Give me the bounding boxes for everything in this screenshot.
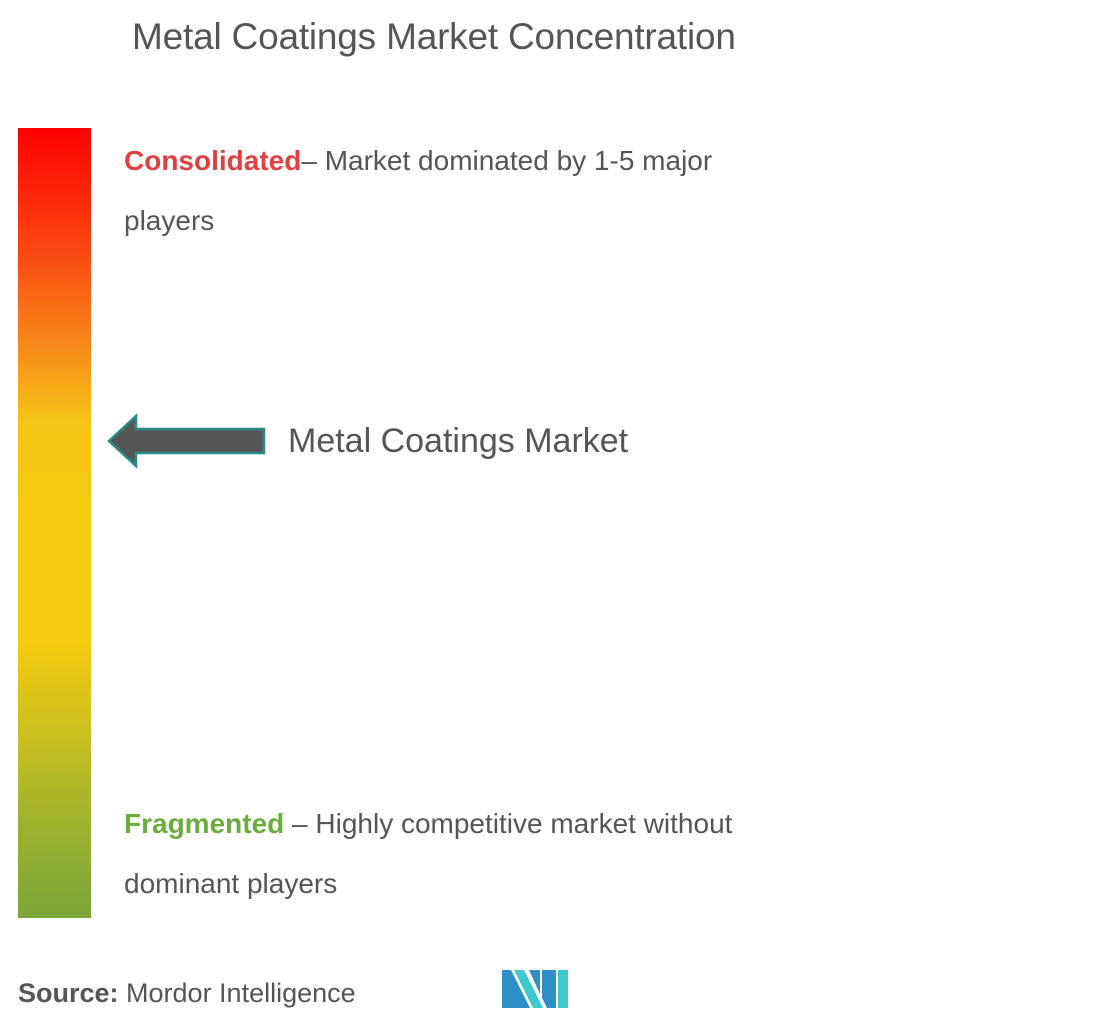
source-value: Mordor Intelligence <box>118 978 356 1008</box>
fragmented-keyword: Fragmented <box>124 808 285 839</box>
page-title: Metal Coatings Market Concentration <box>132 16 736 57</box>
mordor-intelligence-logo-icon <box>502 970 568 1008</box>
consolidated-description: Consolidated– Market dominated by 1-5 ma… <box>124 131 744 251</box>
source-credit: Source: Mordor Intelligence <box>18 978 356 1009</box>
consolidated-keyword: Consolidated <box>124 145 302 176</box>
market-position-label: Metal Coatings Market <box>288 422 629 460</box>
concentration-scale-bar <box>18 128 91 918</box>
consolidated-text: – Market dominated by 1-5 major players <box>124 145 713 236</box>
market-position-arrow-icon <box>107 413 266 469</box>
source-label: Source: <box>18 978 119 1008</box>
fragmented-text: – Highly competitive market without domi… <box>124 808 733 899</box>
fragmented-description: Fragmented – Highly competitive market w… <box>124 794 744 914</box>
